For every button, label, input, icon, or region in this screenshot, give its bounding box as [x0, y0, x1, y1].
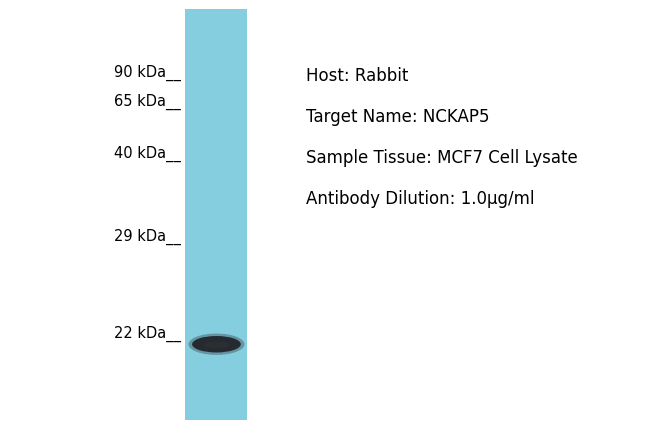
Text: 90 kDa__: 90 kDa__: [114, 65, 181, 81]
Text: 65 kDa__: 65 kDa__: [114, 94, 181, 110]
Text: 40 kDa__: 40 kDa__: [114, 145, 181, 162]
Text: Sample Tissue: MCF7 Cell Lysate: Sample Tissue: MCF7 Cell Lysate: [306, 149, 577, 167]
Text: Target Name: NCKAP5: Target Name: NCKAP5: [306, 108, 489, 126]
Bar: [185, 9, 247, 420]
Text: 22 kDa__: 22 kDa__: [114, 325, 181, 342]
Ellipse shape: [192, 336, 241, 352]
Text: 29 kDa__: 29 kDa__: [114, 229, 181, 246]
Text: Antibody Dilution: 1.0μg/ml: Antibody Dilution: 1.0μg/ml: [306, 190, 534, 208]
Ellipse shape: [188, 333, 244, 355]
Ellipse shape: [203, 341, 230, 349]
Text: Host: Rabbit: Host: Rabbit: [306, 67, 408, 85]
